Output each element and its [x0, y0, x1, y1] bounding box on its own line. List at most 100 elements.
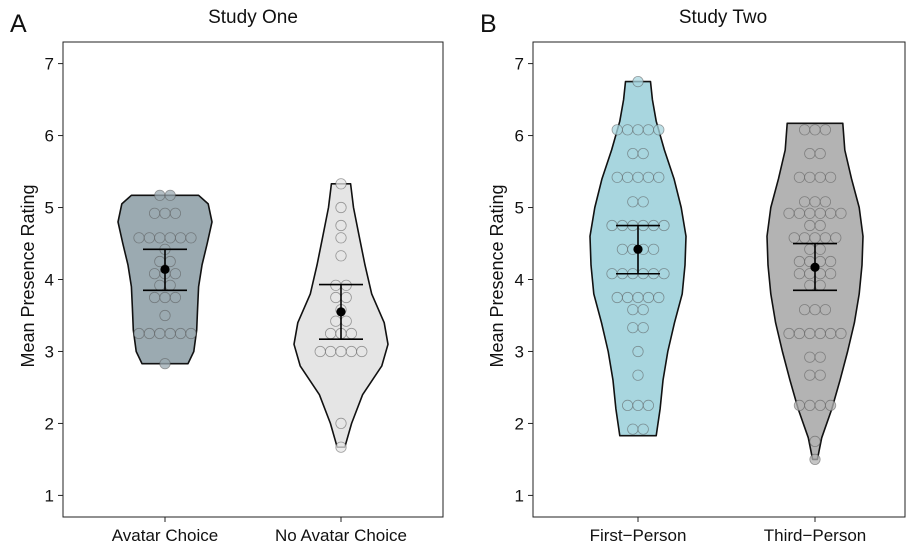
data-point	[814, 207, 826, 219]
data-point	[798, 304, 811, 316]
data-point	[814, 279, 826, 291]
data-point	[611, 124, 623, 136]
data-point	[621, 399, 634, 411]
data-point	[793, 399, 806, 411]
plot-frame	[62, 41, 444, 518]
data-point	[809, 196, 821, 208]
data-point	[642, 171, 655, 183]
data-point	[814, 351, 826, 363]
data-point	[804, 369, 816, 381]
data-point	[793, 207, 806, 219]
data-point	[824, 255, 837, 268]
data-point	[804, 243, 816, 255]
data-point	[658, 219, 670, 232]
data-point	[330, 291, 342, 304]
chart-title: Study Two	[679, 7, 767, 28]
data-point	[335, 178, 347, 190]
data-point	[804, 279, 816, 291]
data-point	[330, 315, 342, 327]
y-tick-label: 3	[515, 342, 524, 361]
x-axis: First−Person Third−Person	[590, 517, 867, 543]
data-point	[143, 232, 155, 244]
data-point	[632, 171, 644, 183]
data-point	[616, 243, 629, 255]
y-tick-label: 5	[45, 199, 54, 218]
data-point	[164, 327, 176, 340]
data-point	[637, 148, 649, 160]
data-point	[185, 232, 197, 244]
data-point	[637, 304, 649, 316]
data-point	[647, 243, 660, 255]
y-tick-label: 6	[515, 127, 524, 146]
data-point	[809, 453, 821, 465]
data-point	[335, 201, 347, 214]
data-point	[824, 399, 837, 411]
data-point	[819, 232, 832, 244]
data-point	[185, 327, 197, 340]
mean-point	[336, 307, 346, 317]
data-point	[175, 232, 187, 244]
y-axis-label: Mean Presence Rating	[18, 184, 38, 367]
y-axis-label: Mean Presence Rating	[487, 184, 507, 367]
x-tick-label: Third−Person	[764, 526, 867, 543]
data-point	[611, 171, 623, 183]
data-point	[164, 189, 176, 201]
data-point	[819, 124, 832, 136]
mean-point	[160, 264, 170, 275]
data-point	[809, 435, 821, 447]
violins	[117, 183, 389, 448]
data-point	[335, 219, 347, 232]
x-tick-label: First−Person	[590, 526, 687, 543]
data-point	[804, 351, 816, 363]
y-axis: 1 2 3 4 5 6 7	[45, 55, 63, 505]
panel-study-one: A Study One Mean Presence Rating 1 2 3 4 5 6 7…	[10, 7, 444, 543]
data-point	[159, 358, 171, 370]
data-point	[154, 232, 166, 244]
data-point	[632, 291, 644, 304]
data-point	[783, 207, 795, 219]
data-point	[632, 345, 644, 358]
y-tick-label: 4	[45, 271, 54, 290]
data-point	[133, 232, 145, 244]
data-point	[658, 268, 670, 280]
x-axis: Avatar Choice No Avatar Choice	[112, 517, 407, 543]
data-point	[632, 124, 644, 136]
panel-letter: B	[480, 10, 497, 38]
data-point	[345, 345, 357, 358]
data-point	[345, 327, 357, 340]
data-point	[154, 189, 166, 201]
data-point	[335, 417, 347, 429]
data-point	[621, 171, 634, 183]
data-point	[830, 232, 842, 244]
data-point	[627, 423, 639, 435]
y-tick-label: 6	[45, 127, 54, 146]
data-point	[606, 268, 618, 280]
data-point	[159, 309, 171, 322]
data-point	[819, 196, 832, 208]
data-point	[340, 291, 352, 304]
data-point	[814, 243, 826, 255]
data-point	[809, 304, 821, 316]
data-point	[637, 196, 649, 208]
data-point	[793, 171, 806, 183]
data-point	[814, 171, 826, 183]
data-point	[356, 345, 368, 358]
data-point	[653, 124, 665, 136]
data-point	[835, 207, 847, 219]
data-point	[164, 232, 176, 244]
data-point	[814, 327, 826, 340]
data-point	[809, 124, 821, 136]
data-point	[335, 345, 347, 358]
data-point	[169, 268, 181, 280]
chart-title: Study One	[208, 7, 298, 28]
data-point	[149, 291, 161, 304]
y-tick-label: 5	[515, 199, 524, 218]
data-point	[149, 207, 161, 219]
data-point	[627, 304, 639, 316]
mean-ci	[616, 224, 837, 292]
data-point	[169, 207, 181, 219]
data-point	[798, 124, 811, 136]
y-tick-label: 3	[45, 342, 54, 361]
data-point	[632, 369, 644, 381]
